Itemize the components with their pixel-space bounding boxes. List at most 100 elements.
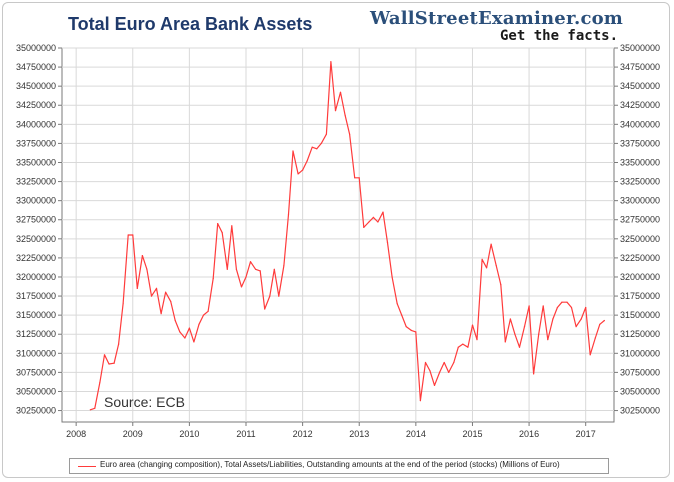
y-tick-label-right: 34750000 (620, 62, 660, 72)
data-point (231, 225, 233, 227)
data-point (382, 211, 384, 213)
y-tick-label-right: 33500000 (620, 157, 660, 167)
data-point (235, 268, 237, 270)
data-point (278, 295, 280, 297)
x-tick-label: 2014 (406, 429, 426, 439)
data-point (113, 362, 115, 364)
data-point (297, 173, 299, 175)
y-tick-label-right: 31750000 (620, 291, 660, 301)
data-point (504, 341, 506, 343)
data-point (603, 319, 606, 322)
data-point (443, 361, 445, 364)
data-point (320, 142, 322, 144)
data-point (589, 354, 591, 356)
data-point (552, 318, 554, 320)
data-point (150, 295, 153, 297)
y-tick-label-right: 33750000 (620, 138, 660, 148)
data-point (453, 361, 455, 364)
y-tick-label-right: 31250000 (620, 329, 660, 339)
x-tick-label: 2009 (123, 429, 143, 439)
data-point (273, 268, 275, 270)
y-tick-label-right: 32750000 (620, 215, 660, 225)
y-tick-label-right: 30500000 (620, 386, 660, 396)
data-point (570, 306, 573, 309)
data-point (486, 267, 488, 269)
x-tick-label: 2016 (519, 429, 539, 439)
y-tick-label-left: 31750000 (16, 291, 56, 301)
chart-title: Total Euro Area Bank Assets (68, 14, 313, 34)
x-tick-label: 2013 (349, 429, 369, 439)
y-tick-label-left: 33500000 (16, 157, 56, 167)
y-tick-label-right: 33250000 (620, 177, 660, 187)
data-point (165, 291, 167, 293)
data-point (217, 223, 219, 225)
data-point (439, 371, 441, 373)
data-point (249, 261, 252, 263)
data-point (542, 305, 544, 307)
y-tick-label-left: 32500000 (16, 234, 56, 244)
data-point (160, 313, 162, 315)
data-point (476, 339, 478, 341)
y-tick-label-right: 34250000 (620, 100, 660, 110)
x-tick-label: 2010 (179, 429, 199, 439)
data-point (132, 234, 134, 236)
data-point (122, 303, 124, 305)
data-point (405, 326, 407, 328)
data-point (424, 361, 427, 364)
data-point (533, 373, 535, 375)
y-tick-label-left: 33750000 (16, 138, 56, 148)
data-point (94, 407, 96, 409)
data-point (269, 295, 271, 297)
data-point (419, 400, 421, 402)
y-tick-label-right: 32500000 (620, 234, 660, 244)
data-point (401, 314, 403, 316)
brand-logo: WallStreetExaminer.com (370, 8, 624, 29)
data-point (368, 221, 370, 223)
data-point (490, 243, 492, 245)
y-tick-label-left: 34000000 (16, 119, 56, 129)
data-point (264, 308, 266, 310)
data-point (155, 287, 158, 289)
data-point (89, 409, 91, 411)
plot-area (61, 47, 615, 423)
data-point (146, 268, 148, 270)
data-point (193, 341, 195, 343)
data-point (240, 286, 243, 288)
data-point (547, 339, 549, 341)
data-point (283, 264, 285, 267)
data-point (391, 276, 393, 278)
y-tick-label-left: 34500000 (16, 81, 56, 91)
brand-tagline: Get the facts. (500, 28, 619, 44)
y-tick-label-left: 33000000 (16, 196, 56, 206)
data-point (377, 221, 379, 223)
y-tick-label-left: 32250000 (16, 253, 56, 263)
data-point (221, 232, 223, 234)
data-point (594, 337, 596, 339)
data-point (103, 354, 106, 356)
data-point (471, 324, 474, 326)
data-point (410, 329, 412, 331)
data-point (363, 226, 365, 228)
legend: Euro area (changing composition), Total … (69, 458, 609, 474)
y-tick-label-left: 32750000 (16, 215, 56, 225)
y-tick-label-left: 30250000 (16, 406, 56, 416)
y-tick-label-left: 31250000 (16, 329, 56, 339)
data-point (448, 371, 450, 373)
data-point (127, 234, 129, 236)
data-point (184, 337, 186, 339)
x-tick-label: 2011 (236, 429, 255, 439)
data-point (202, 314, 205, 316)
data-point (245, 276, 247, 278)
legend-swatch (78, 466, 96, 467)
data-point (433, 384, 436, 386)
y-tick-label-left: 34750000 (16, 62, 56, 72)
y-tick-label-left: 32000000 (16, 272, 56, 282)
y-tick-label-right: 35000000 (620, 43, 660, 53)
data-point (349, 133, 351, 135)
y-tick-label-left: 30500000 (16, 386, 56, 396)
data-point (509, 318, 511, 320)
y-tick-label-right: 30750000 (620, 367, 660, 377)
data-point (429, 370, 431, 372)
data-point (354, 177, 356, 179)
